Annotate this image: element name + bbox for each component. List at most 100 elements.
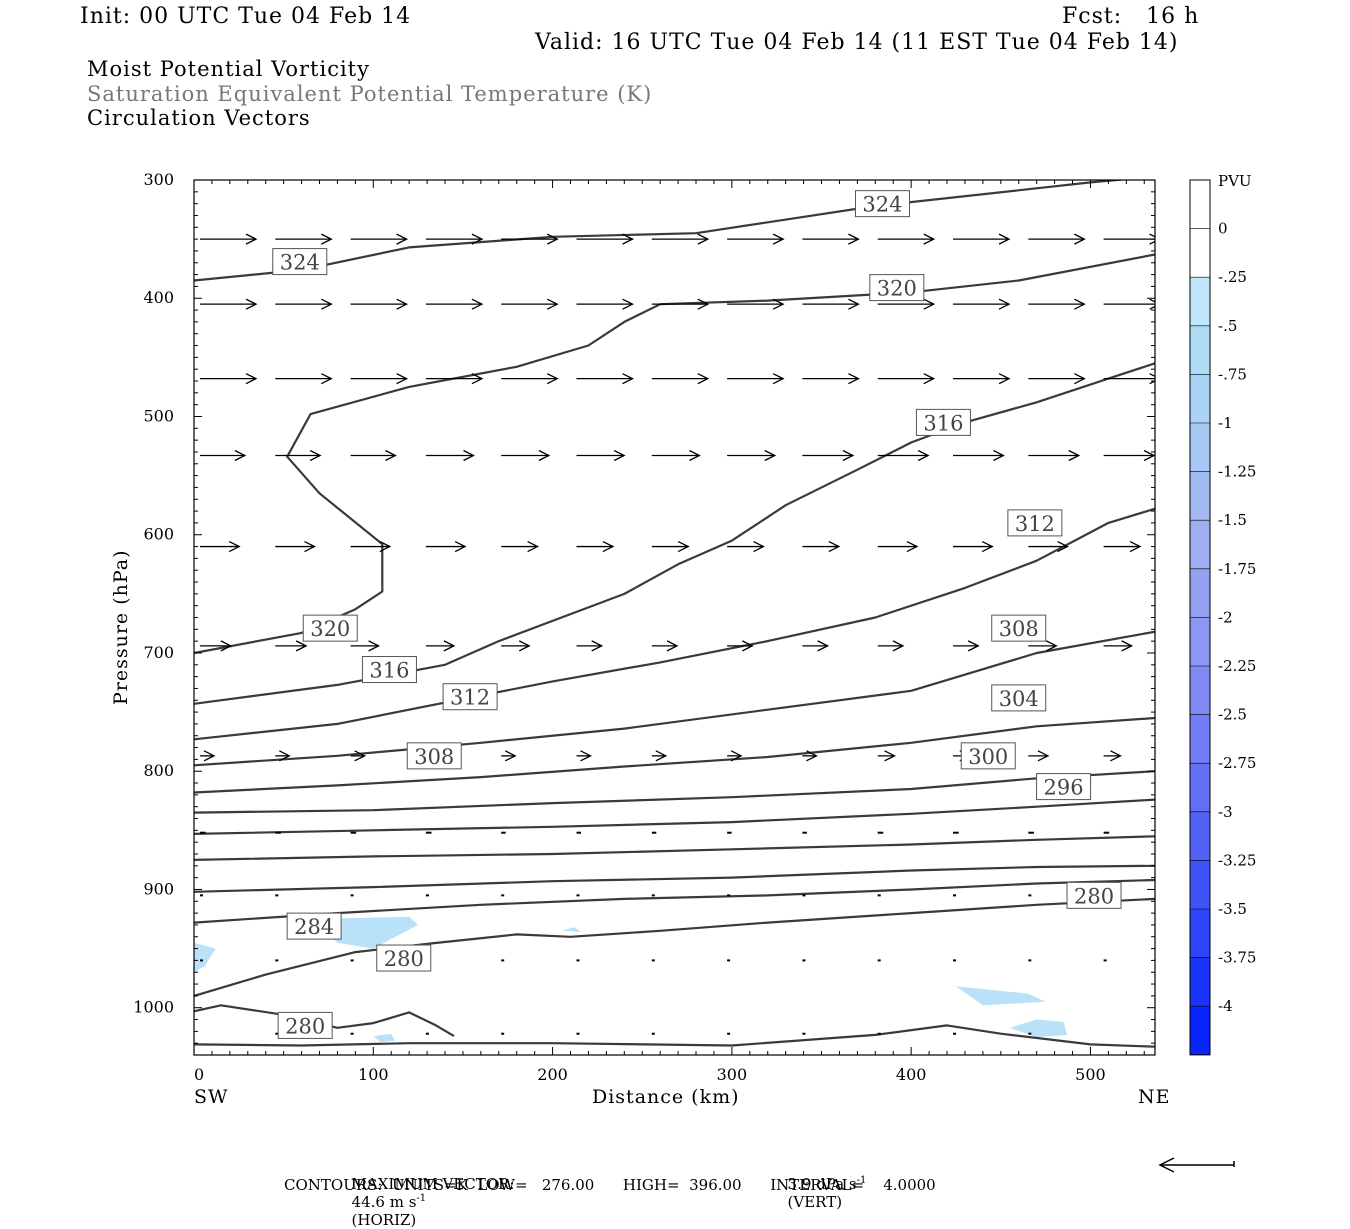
vector-head xyxy=(1149,233,1155,245)
circulation-vector xyxy=(275,449,322,462)
circulation-vector xyxy=(425,449,475,462)
vector-head xyxy=(518,640,531,652)
contour-line-324 xyxy=(194,180,1129,282)
vector-head xyxy=(998,298,1011,310)
colorbar-level-label: -2.5 xyxy=(1218,706,1247,724)
contour-label-text: 324 xyxy=(862,193,902,217)
circulation-vector xyxy=(425,298,484,310)
contour-label: 280 xyxy=(277,1011,333,1039)
contour-label-box xyxy=(915,408,971,436)
circulation-vector xyxy=(727,640,754,652)
vector-head xyxy=(892,640,905,652)
circulation-vector xyxy=(576,449,626,462)
circulation-vector xyxy=(953,233,1011,245)
colorbar-level-label: -1.5 xyxy=(1218,511,1247,529)
contour-line-316 xyxy=(194,362,1155,705)
vector-head xyxy=(1143,449,1155,462)
vector-head xyxy=(772,298,785,310)
x-tick-label: 400 xyxy=(896,1065,927,1084)
circulation-vector xyxy=(1028,750,1050,762)
init-time: Init: 00 UTC Tue 04 Feb 14 xyxy=(80,4,412,29)
vector-head xyxy=(471,298,484,310)
vector-head xyxy=(1074,298,1086,310)
y-tick-label: 300 xyxy=(143,170,174,189)
y-tick-label: 800 xyxy=(143,761,174,780)
vector-head xyxy=(613,449,626,462)
contour-label: 316 xyxy=(915,408,971,436)
valid-time: Valid: 16 UTC Tue 04 Feb 14 (11 EST Tue … xyxy=(535,30,1179,55)
circulation-vector xyxy=(425,373,484,385)
vector-head xyxy=(967,640,980,652)
circulation-vector xyxy=(200,373,258,385)
vector-head xyxy=(1110,750,1122,762)
circulation-vector xyxy=(877,540,919,553)
vert-exponent: -1 xyxy=(856,1175,867,1186)
circulation-vector xyxy=(576,233,634,245)
contour-label: 308 xyxy=(406,742,462,770)
vector-head xyxy=(546,373,559,385)
circulation-vector xyxy=(802,449,855,462)
circulation-vector xyxy=(275,540,316,553)
contour-label: 320 xyxy=(869,274,925,302)
forecast-hour: Fcst: 16 h xyxy=(1062,4,1200,29)
vector-head xyxy=(471,373,484,385)
vector-head xyxy=(1037,750,1050,762)
circulation-vector xyxy=(1028,540,1069,553)
contour-label-text: 280 xyxy=(1074,884,1114,908)
contour-label-box xyxy=(854,190,910,218)
circulation-vector xyxy=(425,233,484,245)
contour-line-300 xyxy=(194,770,1155,814)
circulation-vector xyxy=(576,298,634,310)
vector-head xyxy=(1074,233,1086,245)
mpv-shading xyxy=(194,916,1068,1042)
contour-label-box xyxy=(869,274,925,302)
vector-head xyxy=(309,449,322,462)
circulation-vector xyxy=(1028,298,1086,310)
circulation-vector xyxy=(350,540,392,553)
vector-head xyxy=(1057,540,1069,553)
circulation-vector xyxy=(1028,640,1058,652)
vector-head xyxy=(884,750,896,762)
mpv-shaded-region xyxy=(956,986,1046,1006)
contour-line-296 xyxy=(194,798,1155,835)
vector-head xyxy=(697,373,710,385)
colorbar-swatch xyxy=(1190,666,1210,716)
circulation-vector xyxy=(727,373,785,385)
x-tick-label: 300 xyxy=(717,1065,748,1084)
y-tick-label: 900 xyxy=(143,879,174,898)
contour-label-box xyxy=(302,614,358,642)
vector-head xyxy=(354,750,367,762)
circulation-vector xyxy=(802,233,860,245)
colorbar-swatch xyxy=(1190,763,1210,813)
contour-line-304 xyxy=(194,716,1155,794)
colorbar-level-label: -.75 xyxy=(1218,365,1247,383)
vector-head xyxy=(817,640,830,652)
max-vector-horiz: 44.6 m s xyxy=(351,1193,417,1211)
circulation-vector xyxy=(275,750,291,762)
circulation-vector xyxy=(802,373,860,385)
contour-label-box xyxy=(991,614,1047,642)
vector-head xyxy=(923,298,936,310)
circulation-vector xyxy=(275,233,333,245)
contour-label-box xyxy=(361,656,417,684)
contour-label: 308 xyxy=(991,614,1047,642)
circulation-vector xyxy=(651,750,668,762)
vector-head xyxy=(981,540,994,553)
vector-head xyxy=(1149,298,1155,310)
circulation-vector xyxy=(1103,750,1122,762)
vector-head xyxy=(848,373,860,385)
circulation-vector xyxy=(350,750,367,762)
contour-label: 320 xyxy=(302,614,358,642)
sw-label: SW xyxy=(194,1086,229,1108)
pvu-colorbar: PVU 0 -.25 -.5 -.75 -1 -1.25 -1.5 -1.75 -2 -2.25 -2… xyxy=(1189,172,1256,1056)
contour-label-box xyxy=(1036,773,1092,801)
contour-label-text: 280 xyxy=(285,1014,325,1038)
contour-label-box xyxy=(442,683,498,711)
colorbar-swatch xyxy=(1190,277,1210,327)
x-tick-label: 0 xyxy=(194,1065,204,1084)
colorbar-swatch xyxy=(1190,1006,1210,1056)
circulation-vector xyxy=(576,540,615,553)
circulation-vector xyxy=(275,640,308,652)
contour-label-text: 308 xyxy=(999,617,1039,641)
circulation-vector xyxy=(275,298,333,310)
